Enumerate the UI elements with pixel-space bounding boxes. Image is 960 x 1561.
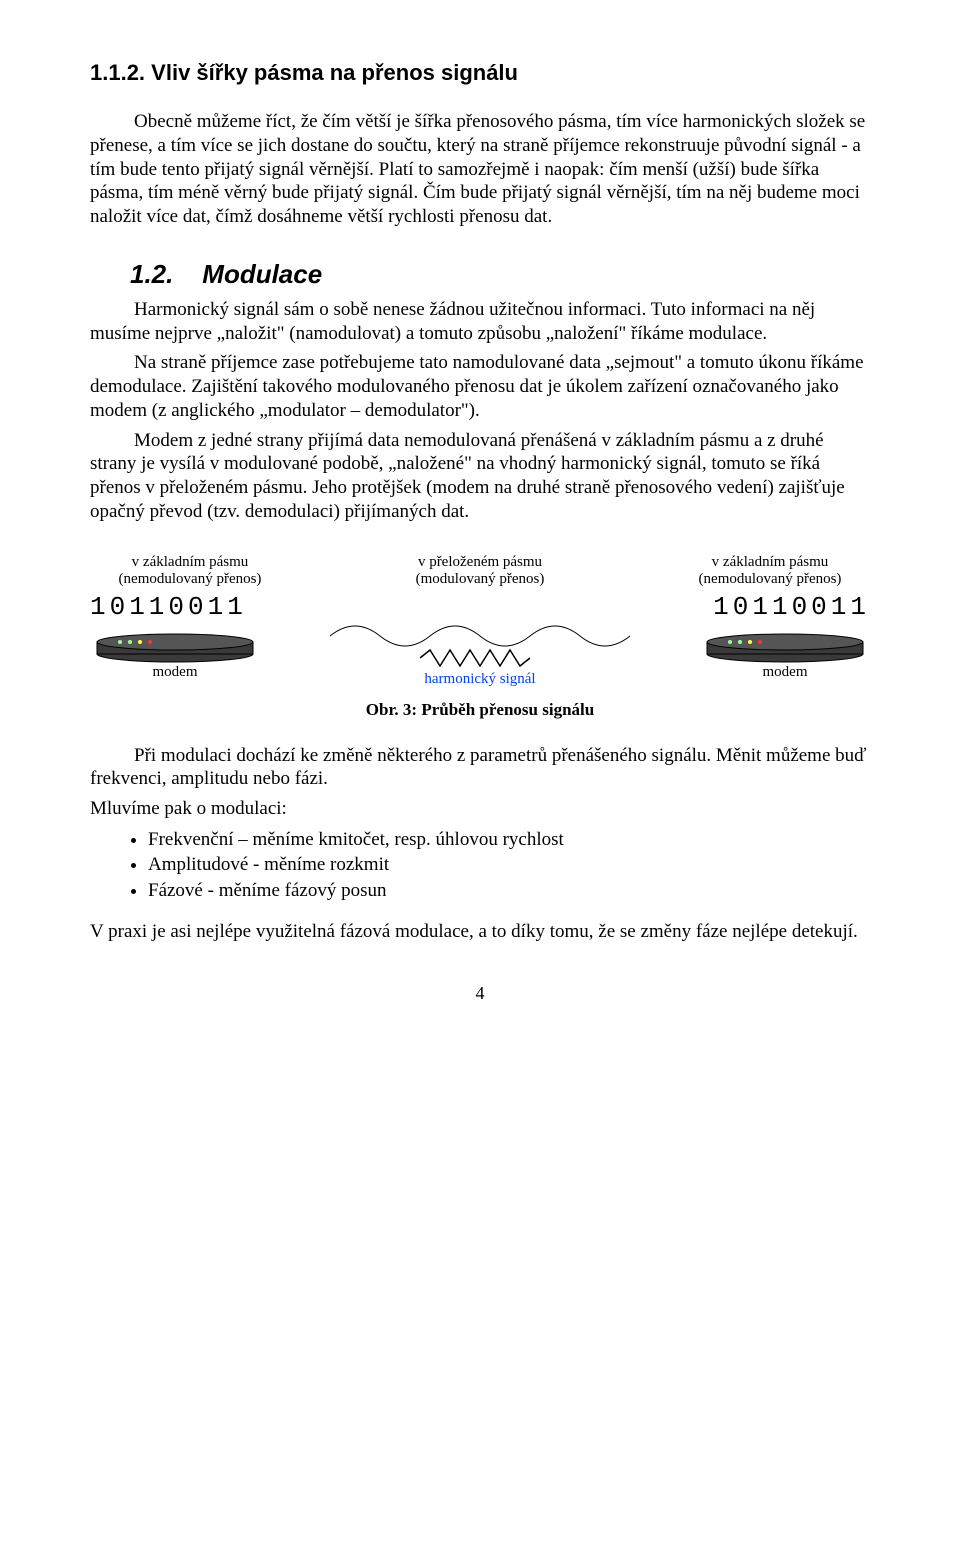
figure-sine-wave: harmonický signál — [260, 618, 700, 688]
modulation-list-intro: Mluvíme pak o modulaci: — [90, 797, 870, 821]
section-1-text: Vliv šířky pásma na přenos signálu — [151, 60, 518, 85]
page-number: 4 — [90, 983, 870, 1004]
list-item: Amplitudové - měníme rozkmit — [148, 852, 870, 878]
section-2-title: 1.2. Modulace — [130, 259, 870, 290]
modem-icon — [700, 624, 870, 664]
list-item: Fázové - měníme fázový posun — [148, 878, 870, 904]
section-2-number: 1.2. — [130, 259, 173, 289]
figure-label-left: v základním pásmu (nemodulovaný přenos) — [90, 554, 290, 588]
section-2-para2: Na straně příjemce zase potřebujeme tato… — [90, 351, 870, 422]
figure-bits-left: 10110011 — [90, 592, 247, 622]
after-figure-para2: V praxi je asi nejlépe využitelná fázová… — [90, 920, 870, 944]
section-2-text: Modulace — [202, 259, 322, 289]
sine-wave-icon — [330, 618, 630, 668]
modem-icon — [90, 624, 260, 664]
figure-label-middle: v přeloženém pásmu (modulovaný přenos) — [380, 554, 580, 588]
figure-caption: Obr. 3: Průběh přenosu signálu — [90, 700, 870, 720]
figure-modem-diagram: v základním pásmu (nemodulovaný přenos) … — [90, 554, 870, 720]
figure-bits-right: 10110011 — [713, 592, 870, 622]
list-item: Frekvenční – měníme kmitočet, resp. úhlo… — [148, 827, 870, 853]
section-2-para1: Harmonický signál sám o sobě nenese žádn… — [90, 298, 870, 346]
figure-label-right: v základním pásmu (nemodulovaný přenos) — [670, 554, 870, 588]
section-1-title: 1.1.2. Vliv šířky pásma na přenos signál… — [90, 60, 870, 86]
section-1-number: 1.1.2. — [90, 60, 145, 85]
modulation-list: Frekvenční – měníme kmitočet, resp. úhlo… — [120, 827, 870, 904]
harmonic-signal-label: harmonický signál — [260, 671, 700, 688]
section-1-paragraph: Obecně můžeme říct, že čím větší je šířk… — [90, 110, 870, 229]
after-figure-para1: Při modulaci dochází ke změně některého … — [90, 744, 870, 792]
section-2-para3: Modem z jedné strany přijímá data nemodu… — [90, 429, 870, 524]
figure-top-labels: v základním pásmu (nemodulovaný přenos) … — [90, 554, 870, 588]
modem-label-right: modem — [700, 664, 870, 681]
modem-label-left: modem — [90, 664, 260, 681]
figure-modems-row: modem harmonický signál modem — [90, 618, 870, 688]
figure-modem-left: modem — [90, 624, 260, 681]
figure-modem-right: modem — [700, 624, 870, 681]
